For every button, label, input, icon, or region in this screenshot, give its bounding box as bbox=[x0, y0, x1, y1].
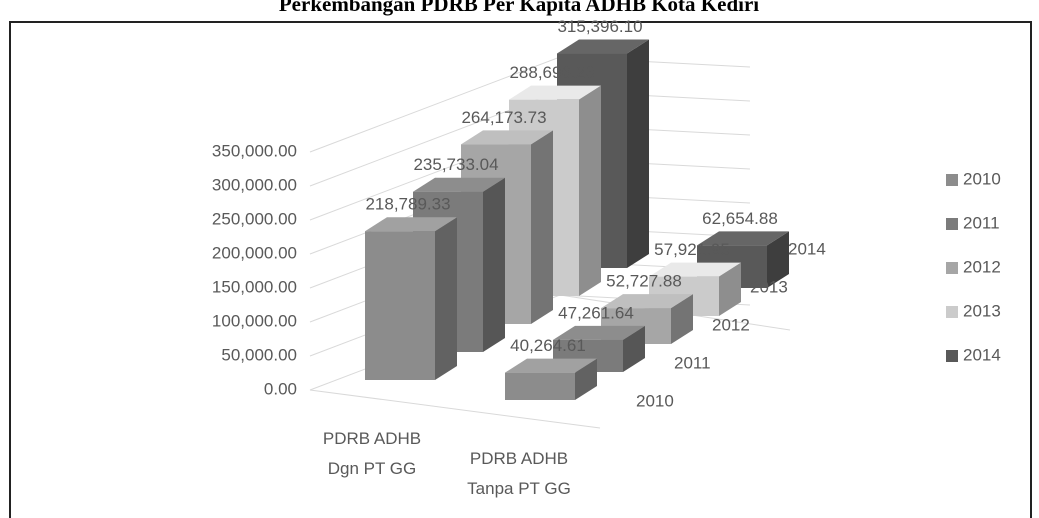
bar-side bbox=[575, 358, 597, 400]
bar-top bbox=[505, 358, 597, 373]
value-label: 264,173.73 bbox=[461, 108, 546, 127]
chart-border bbox=[9, 21, 1032, 518]
y-tick-label: 100,000.00 bbox=[212, 311, 297, 330]
legend-swatch bbox=[946, 218, 958, 230]
depth-label: 2012 bbox=[712, 315, 750, 334]
y-tick-label: 150,000.00 bbox=[212, 277, 297, 296]
value-label: 62,654.88 bbox=[702, 209, 778, 228]
y-tick-label: 250,000.00 bbox=[212, 209, 297, 228]
bar-top bbox=[365, 217, 457, 232]
y-tick-label: 0.00 bbox=[264, 379, 297, 398]
value-label: 47,261.64 bbox=[558, 303, 634, 322]
depth-label: 2011 bbox=[674, 353, 711, 372]
bar-top bbox=[509, 85, 601, 100]
value-label: 315,396.10 bbox=[557, 17, 642, 36]
bar-top bbox=[649, 262, 741, 277]
bar-side bbox=[483, 177, 505, 352]
y-tick-label: 200,000.00 bbox=[212, 243, 297, 262]
bar-side bbox=[623, 325, 645, 372]
y-tick-label: 50,000.00 bbox=[221, 345, 297, 364]
value-label: 288,696.23 bbox=[509, 63, 594, 82]
value-label: 40,264.61 bbox=[510, 336, 586, 355]
bar bbox=[365, 231, 435, 380]
value-label: 218,789.33 bbox=[365, 195, 450, 214]
bar bbox=[505, 372, 575, 400]
legend-label: 2010 bbox=[963, 169, 1001, 188]
bar-side bbox=[671, 294, 693, 344]
bar-side bbox=[719, 262, 741, 316]
floor-line bbox=[309, 389, 601, 429]
legend-label: 2012 bbox=[963, 257, 1001, 276]
bar-side bbox=[767, 231, 789, 288]
bar-top bbox=[601, 294, 693, 309]
legend-swatch bbox=[946, 262, 958, 274]
bar-side bbox=[627, 39, 649, 268]
y-tick-label: 350,000.00 bbox=[212, 141, 297, 160]
bar-top bbox=[697, 231, 789, 246]
category-label: PDRB ADHB Dgn PT GG bbox=[322, 429, 422, 478]
bar-top bbox=[553, 325, 645, 340]
bar-top bbox=[413, 177, 505, 192]
legend-swatch bbox=[946, 306, 958, 318]
depth-label: 2014 bbox=[788, 239, 826, 258]
bar-side bbox=[435, 217, 457, 380]
bar-top bbox=[557, 39, 649, 54]
bar-top bbox=[461, 130, 553, 145]
value-label: 52,727.88 bbox=[606, 272, 682, 291]
legend-swatch bbox=[946, 174, 958, 186]
bar-side bbox=[579, 85, 601, 297]
legend-swatch bbox=[946, 350, 958, 362]
legend-label: 2013 bbox=[963, 301, 1001, 320]
legend-label: 2011 bbox=[963, 213, 1000, 232]
value-label: 235,733.04 bbox=[413, 155, 498, 174]
legend-label: 2014 bbox=[963, 345, 1001, 364]
depth-label: 2010 bbox=[636, 391, 674, 410]
bar-side bbox=[531, 130, 553, 324]
category-label: PDRB ADHB Tanpa PT GG bbox=[467, 449, 571, 498]
value-label: 57,921.95 bbox=[654, 240, 730, 259]
chart-title: Perkembangan PDRB Per Kapita ADHB Kota K… bbox=[279, 0, 759, 16]
y-tick-label: 300,000.00 bbox=[212, 175, 297, 194]
depth-label: 2013 bbox=[750, 277, 788, 296]
